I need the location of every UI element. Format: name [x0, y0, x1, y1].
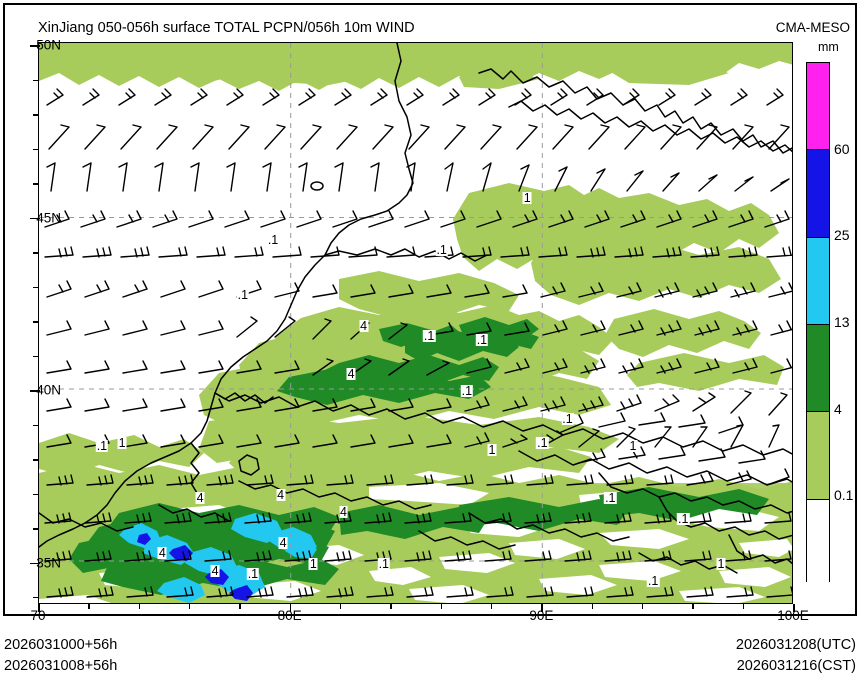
y-axis-minor-tick: [33, 597, 39, 599]
x-axis-tickmark: [541, 604, 543, 612]
footer-left-line1: 2026031000+56h: [4, 637, 118, 653]
contour-label: .1: [377, 556, 390, 571]
y-axis-tickmark: [30, 217, 40, 220]
contour-label: .1: [435, 242, 448, 257]
x-axis-minor-tick: [189, 604, 191, 609]
x-axis-minor-tick: [138, 604, 141, 609]
contour-label: .1: [604, 491, 617, 506]
contour-label: 4: [278, 535, 288, 550]
y-axis-minor-tick: [33, 459, 39, 461]
contour-label: 4: [157, 546, 167, 561]
y-axis-minor-tick: [33, 286, 39, 289]
x-axis-minor-tick: [239, 604, 241, 609]
contour-label: .1: [266, 232, 280, 247]
colorbar-segment-cyan-13-25: [807, 237, 829, 325]
footer-right-line2: 2026031216(CST): [736, 658, 856, 674]
map-canvas: [39, 43, 792, 603]
y-axis-label-35N: 35N: [36, 555, 61, 571]
colorbar[interactable]: [806, 62, 830, 586]
x-axis-minor-tick: [642, 604, 644, 609]
contour-label: 1: [487, 442, 497, 457]
x-axis-tickmark: [289, 604, 292, 612]
x-axis-minor-tick: [591, 604, 594, 609]
x-axis-minor-tick: [440, 604, 443, 609]
contour-label: .1: [246, 566, 260, 581]
x-axis-label-80E: 80E: [277, 608, 302, 623]
y-axis-minor-tick: [33, 528, 39, 530]
x-axis-minor-tick: [692, 604, 694, 609]
contour-label: .1: [460, 384, 474, 399]
colorbar-segment-white-below-0.1: [807, 499, 829, 586]
map-plot-area[interactable]: 4 .1 .1 4 .1 1 .1 .1 .1 1 4 4 4 4 .1 .1 .1 1 4 4 .1 1 .1 .1 1 .1 1…: [38, 42, 793, 604]
x-axis-label-100E: 100E: [777, 608, 809, 623]
x-axis-label-70: 70: [30, 608, 46, 623]
colorbar-segment-magenta-above-60: [807, 63, 829, 151]
y-axis-minor-tick: [33, 183, 39, 185]
contour-label: 4: [195, 491, 205, 506]
contour-label: 1: [628, 439, 638, 454]
colorbar-unit-label: mm: [818, 40, 839, 54]
x-axis-minor-tick: [491, 604, 493, 609]
contour-label: .1: [646, 573, 660, 588]
colorbar-tick-label: 25: [834, 227, 850, 244]
colorbar-tick-label: 60: [834, 140, 850, 157]
x-axis-tickmark: [793, 604, 795, 612]
y-axis-minor-tick: [33, 148, 39, 151]
contour-label: 1: [716, 556, 726, 571]
colorbar-segment-dark-green-4-13: [807, 324, 829, 413]
y-axis-tickmark: [30, 390, 40, 392]
contour-label: .1: [422, 329, 436, 344]
y-axis-minor-tick: [33, 252, 39, 254]
model-label: CMA-MESO: [775, 20, 850, 35]
colorbar-tick-label: 0.1: [834, 487, 854, 504]
contour-label: 4: [346, 366, 356, 381]
y-axis-minor-tick: [33, 424, 39, 427]
x-axis-minor-tick: [88, 604, 90, 609]
contour-label: .1: [677, 511, 690, 526]
y-axis-label-50N: 50N: [36, 37, 61, 53]
contour-label: .1: [95, 439, 109, 454]
contour-label: .1: [236, 287, 250, 302]
y-axis-tickmark: [30, 45, 40, 48]
figure-frame: [3, 3, 857, 616]
contour-label: .1: [561, 411, 574, 426]
contour-label: 4: [210, 563, 220, 578]
x-axis-tickmark: [38, 604, 40, 612]
contour-label: .1: [475, 332, 489, 347]
wind-barbs: [44, 88, 792, 598]
x-axis-minor-tick: [340, 604, 342, 609]
contour-label: 1: [117, 435, 127, 450]
x-axis-label-90E: 90E: [529, 608, 554, 623]
contour-label: 4: [276, 487, 286, 502]
y-axis-label-40N: 40N: [36, 382, 61, 398]
page-title: XinJiang 050-056h surface TOTAL PCPN/056…: [38, 20, 415, 36]
colorbar-segment-blue-25-60: [807, 150, 829, 238]
colorbar-tick-label: 4: [834, 400, 842, 417]
y-axis-minor-tick: [33, 321, 39, 323]
footer-left-line2: 2026031008+56h: [4, 658, 118, 674]
colorbar-segment-light-green-0.1-4: [807, 412, 829, 500]
contour-label: 1: [522, 191, 532, 206]
x-axis-minor-tick: [390, 604, 392, 609]
y-axis-label-45N: 45N: [36, 210, 61, 226]
colorbar-tick-label: 13: [834, 314, 850, 330]
contour-label: 4: [339, 504, 348, 519]
x-axis-minor-tick: [742, 604, 745, 609]
contour-label: 4: [359, 318, 369, 333]
y-axis-minor-tick: [33, 355, 39, 358]
contour-label: 1: [308, 556, 318, 571]
footer-right-line1: 2026031208(UTC): [735, 637, 856, 653]
y-axis-minor-tick: [33, 493, 39, 496]
y-axis-minor-tick: [33, 79, 39, 82]
y-axis-tickmark: [30, 562, 40, 565]
y-axis-minor-tick: [33, 114, 39, 116]
contour-label: .1: [536, 435, 549, 450]
